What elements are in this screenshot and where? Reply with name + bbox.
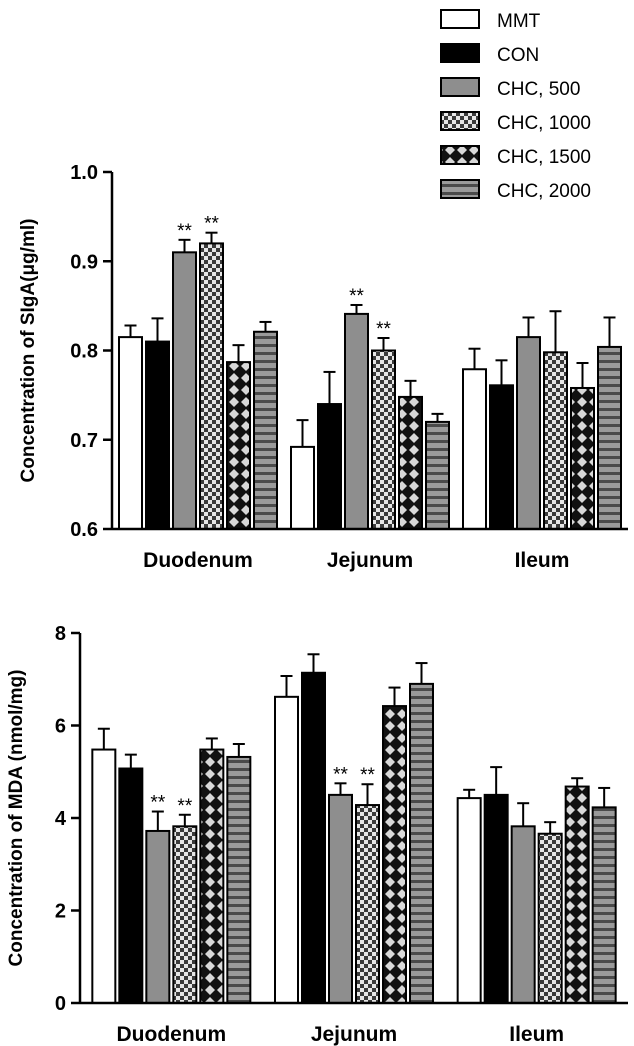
y-tick-label: 6	[55, 716, 66, 738]
bar-jejunum-2	[344, 312, 369, 530]
bar-duodenum-5	[226, 755, 252, 1005]
bar-duodenum-4	[226, 361, 251, 531]
bar-ileum-0	[456, 797, 482, 1004]
mda-chart: Duodenum Jejunum Ileum ** ** ** ** 0 2 4 6 8 Concent…	[6, 623, 628, 1046]
bar-duodenum-3	[199, 242, 224, 530]
bar-ileum-4	[564, 785, 590, 1004]
bar-duodenum-3	[172, 825, 198, 1005]
y-tick-label: 2	[55, 901, 66, 923]
bar-duodenum-5	[253, 330, 278, 530]
bar-ileum-4	[570, 386, 595, 530]
significance-mark: **	[204, 214, 219, 235]
bar-ileum-2	[510, 825, 536, 1005]
category-label-1: Jejunum	[327, 549, 413, 572]
bar-duodenum-0	[118, 336, 143, 530]
bar-ileum-3	[537, 832, 563, 1004]
y-tick-label: 8	[55, 623, 66, 645]
bar-ileum-1	[483, 793, 509, 1004]
bar-jejunum-3	[355, 804, 380, 1004]
y-tick-label: 1.0	[70, 162, 98, 184]
bar-duodenum-1	[118, 767, 144, 1005]
category-label-2: Ileum	[515, 549, 570, 572]
legend-swatch-4	[440, 145, 480, 165]
legend-swatch-3	[440, 111, 480, 131]
bar-duodenum-4	[199, 748, 225, 1004]
y-tick-label: 0	[55, 993, 66, 1015]
bar-jejunum-5	[425, 420, 450, 530]
category-label-0: Duodenum	[117, 1023, 227, 1046]
legend-label-3: CHC, 1000	[497, 113, 591, 134]
bar-duodenum-0	[91, 748, 117, 1004]
legend-label-4: CHC, 1500	[497, 147, 591, 168]
legend-label-2: CHC, 500	[497, 79, 580, 100]
bar-ileum-5	[597, 345, 622, 530]
legend-swatch-0	[440, 9, 480, 29]
bar-ileum-3	[543, 351, 568, 530]
category-label-2: Ileum	[509, 1023, 564, 1046]
y-axis-title: Concentration of SIgA(μg/ml)	[18, 219, 39, 483]
bar-jejunum-4	[382, 705, 407, 1004]
bar-jejunum-0	[274, 695, 299, 1004]
bar-jejunum-4	[398, 395, 423, 530]
bar-jejunum-3	[371, 349, 396, 530]
significance-mark: **	[177, 796, 192, 817]
bar-jejunum-0	[290, 445, 315, 531]
legend: MMT CON CHC, 500 CHC, 1000 CHC, 1500 CHC, 200…	[440, 9, 591, 202]
legend-label-0: MMT	[497, 11, 541, 32]
bar-jejunum-2	[328, 793, 353, 1004]
significance-mark: **	[376, 319, 391, 340]
legend-label-5: CHC, 2000	[497, 181, 591, 202]
category-label-0: Duodenum	[143, 549, 253, 572]
bar-duodenum-1	[145, 340, 170, 531]
legend-swatch-2	[440, 77, 480, 97]
legend-swatch-5	[440, 179, 480, 199]
bar-ileum-0	[462, 368, 487, 530]
bar-ileum-2	[516, 336, 541, 530]
bar-ileum-1	[489, 384, 514, 530]
y-tick-label: 0.7	[70, 430, 98, 452]
bar-jejunum-1	[317, 403, 342, 530]
category-label-1: Jejunum	[311, 1023, 397, 1046]
y-axis-title: Concentration of MDA (nmol/mg)	[6, 670, 27, 967]
y-tick-label: 0.9	[70, 251, 98, 273]
bar-ileum-5	[591, 806, 617, 1004]
y-tick-label: 4	[55, 808, 67, 830]
bar-jejunum-5	[409, 682, 434, 1004]
significance-mark: **	[349, 286, 364, 307]
siga-chart: Duodenum Jejunum Ileum ** ** ** ** 0.6 0.7 0.8 0.9…	[18, 162, 628, 572]
bar-duodenum-2	[172, 251, 197, 530]
significance-mark: **	[360, 765, 375, 786]
y-tick-label: 0.8	[70, 341, 98, 363]
significance-mark: **	[333, 764, 348, 785]
bar-duodenum-2	[145, 829, 171, 1005]
significance-mark: **	[150, 793, 165, 814]
significance-mark: **	[177, 221, 192, 242]
legend-swatch-1	[440, 43, 480, 63]
y-tick-label: 0.6	[70, 519, 98, 541]
bar-jejunum-1	[301, 671, 326, 1005]
legend-label-1: CON	[497, 45, 539, 66]
